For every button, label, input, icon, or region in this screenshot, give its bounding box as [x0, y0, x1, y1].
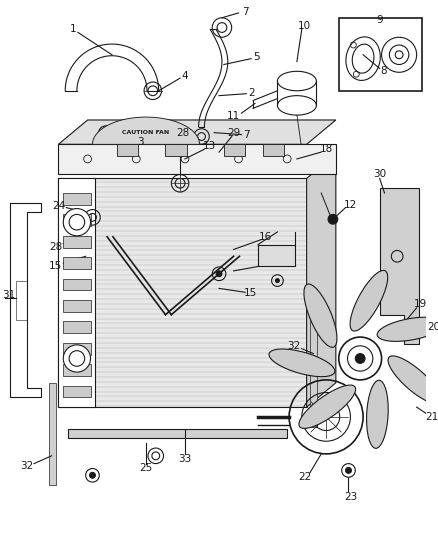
- Polygon shape: [58, 120, 336, 144]
- Text: 10: 10: [298, 21, 311, 30]
- Text: 1: 1: [70, 25, 76, 35]
- Text: 3: 3: [137, 138, 144, 147]
- Circle shape: [63, 208, 91, 236]
- Bar: [49, 383, 57, 485]
- Text: 4: 4: [182, 71, 188, 81]
- Text: 32: 32: [287, 341, 300, 351]
- Text: 15: 15: [244, 288, 257, 298]
- Text: 18: 18: [319, 144, 333, 154]
- Bar: [63, 193, 91, 205]
- Text: 20: 20: [427, 322, 438, 333]
- Text: 21: 21: [426, 412, 438, 422]
- Bar: [58, 179, 95, 407]
- Bar: [63, 257, 91, 269]
- Text: 26: 26: [173, 144, 187, 154]
- Bar: [224, 144, 245, 156]
- Text: 7: 7: [242, 7, 249, 17]
- Text: 24: 24: [52, 200, 65, 211]
- Text: 11: 11: [227, 111, 240, 121]
- Text: 15: 15: [49, 261, 62, 271]
- Text: 5: 5: [253, 52, 259, 62]
- Polygon shape: [380, 188, 419, 344]
- Ellipse shape: [350, 270, 388, 331]
- Circle shape: [355, 353, 365, 364]
- Bar: [63, 214, 91, 226]
- Ellipse shape: [269, 349, 335, 377]
- Bar: [63, 343, 91, 354]
- Text: 13: 13: [203, 141, 216, 151]
- Ellipse shape: [377, 317, 438, 341]
- Circle shape: [328, 214, 338, 224]
- Bar: [117, 144, 138, 156]
- Bar: [58, 144, 336, 174]
- Ellipse shape: [388, 356, 438, 403]
- Circle shape: [346, 467, 351, 473]
- Polygon shape: [92, 117, 200, 144]
- Text: 8: 8: [380, 66, 387, 76]
- Ellipse shape: [367, 380, 388, 448]
- Text: 33: 33: [178, 454, 191, 464]
- Circle shape: [89, 472, 95, 478]
- Bar: [63, 386, 91, 398]
- Text: 9: 9: [376, 15, 383, 25]
- Text: 28: 28: [177, 127, 190, 138]
- Bar: [63, 365, 91, 376]
- Text: 19: 19: [414, 299, 427, 309]
- Bar: [339, 18, 421, 91]
- Bar: [63, 300, 91, 312]
- Text: 30: 30: [373, 168, 386, 179]
- Bar: [258, 245, 295, 266]
- Text: 16: 16: [259, 232, 272, 242]
- Ellipse shape: [304, 284, 337, 348]
- Text: 22: 22: [298, 472, 311, 482]
- Bar: [68, 429, 287, 438]
- Text: 29: 29: [227, 127, 240, 138]
- Polygon shape: [307, 154, 336, 407]
- Circle shape: [216, 271, 222, 277]
- Bar: [63, 279, 91, 290]
- Text: 25: 25: [139, 464, 152, 473]
- Text: 31: 31: [2, 290, 15, 300]
- Bar: [63, 321, 91, 333]
- Bar: [263, 144, 284, 156]
- Bar: [63, 236, 91, 247]
- Text: CAUTION FAN: CAUTION FAN: [122, 130, 170, 135]
- Bar: [58, 179, 307, 407]
- Text: 12: 12: [344, 200, 357, 209]
- Text: 27: 27: [259, 259, 272, 269]
- Text: 7: 7: [243, 130, 250, 140]
- Text: 32: 32: [21, 461, 34, 471]
- Bar: [310, 290, 318, 426]
- Text: 28: 28: [49, 241, 62, 252]
- Circle shape: [276, 279, 279, 282]
- Circle shape: [63, 345, 91, 372]
- Bar: [166, 144, 187, 156]
- Ellipse shape: [299, 385, 356, 429]
- Circle shape: [339, 337, 381, 380]
- Text: 2: 2: [248, 88, 254, 98]
- Text: 23: 23: [344, 492, 357, 502]
